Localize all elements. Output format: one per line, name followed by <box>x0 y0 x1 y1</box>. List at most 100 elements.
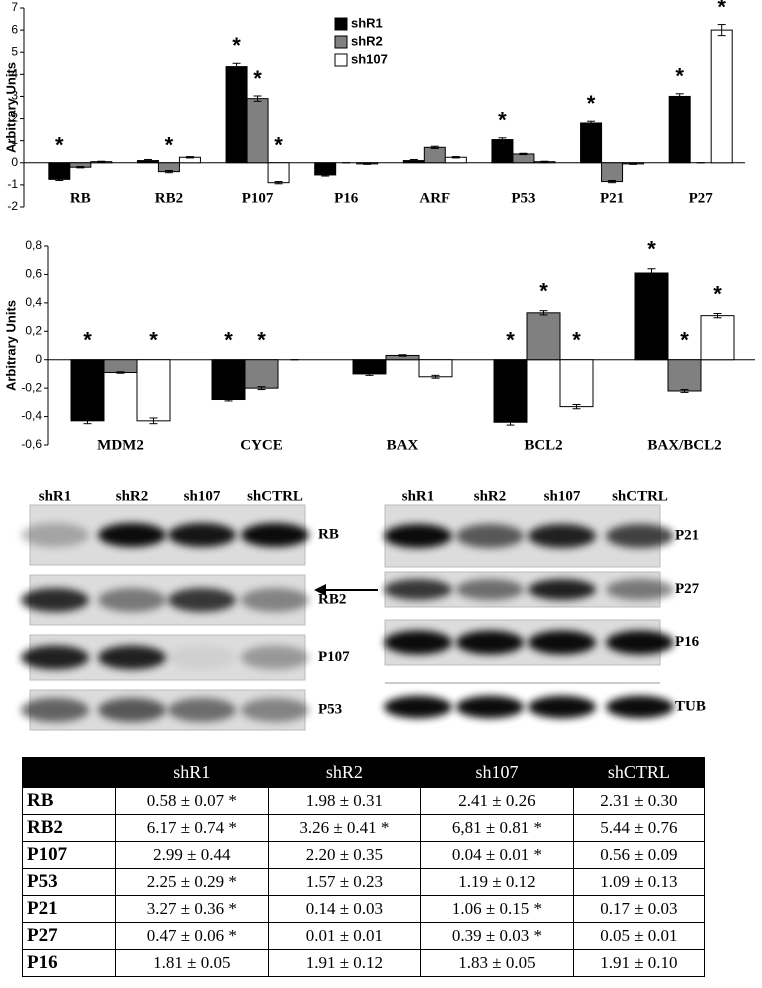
significance-star: * <box>587 91 596 116</box>
blot-band <box>606 524 674 548</box>
error-bar <box>430 145 439 149</box>
lane-label: shCTRL <box>247 488 303 504</box>
x-tick-label: P107 <box>242 190 274 206</box>
table-row: RB2 6.17 ± 0.74 * 3.26 ± 0.41 * 6,81 ± 0.81… <box>22 814 706 842</box>
row-label: P16 <box>22 949 116 977</box>
blot-band <box>241 698 309 722</box>
band-label: RB <box>318 526 339 542</box>
table-cell: 0.01 ± 0.01 <box>267 922 422 950</box>
error-bar <box>713 313 722 319</box>
error-bar <box>629 162 638 165</box>
blot-band <box>21 698 89 722</box>
bar <box>136 359 171 422</box>
arrow <box>314 584 378 596</box>
band-label: P21 <box>675 527 699 543</box>
error-bar <box>321 173 330 177</box>
blot-band <box>456 695 524 719</box>
x-tick-label: P27 <box>689 190 714 206</box>
blot-band <box>456 630 524 655</box>
x-tick-label: P16 <box>334 190 359 206</box>
table-cell: 1.91 ± 0.10 <box>572 949 706 977</box>
y-tick-label: 6 <box>11 22 18 36</box>
blot-band <box>528 524 596 548</box>
y-tick-label: 0,4 <box>25 295 42 309</box>
column-header: shR1 <box>115 757 269 788</box>
x-tick-label: MDM2 <box>97 437 144 453</box>
table-row: P21 3.27 ± 0.36 * 0.14 ± 0.03 1.06 ± 0.15 *… <box>22 895 706 923</box>
table-row: P107 2.99 ± 0.44 2.20 ± 0.35 0.04 ± 0.01 * 0… <box>22 841 706 869</box>
error-bar <box>431 374 440 379</box>
table-cell: 5.44 ± 0.76 <box>572 814 706 842</box>
blot-band <box>528 695 596 719</box>
table-cell: 2.20 ± 0.35 <box>267 841 422 869</box>
x-tick-label: P53 <box>511 190 535 206</box>
bar <box>493 359 528 423</box>
significance-star: * <box>572 328 581 353</box>
error-bar <box>149 417 158 425</box>
blot-band <box>241 523 309 547</box>
blot-band <box>606 579 674 600</box>
column-header: shCTRL <box>572 757 706 788</box>
significance-star: * <box>253 66 262 91</box>
band-label: P53 <box>318 701 342 717</box>
table-row: P27 0.47 ± 0.06 * 0.01 ± 0.01 0.39 ± 0.03 *… <box>22 922 706 950</box>
y-tick-label: 0,2 <box>25 323 42 337</box>
error-bar <box>451 156 460 159</box>
significance-star: * <box>506 328 515 353</box>
bar <box>244 359 279 389</box>
header-row: shR1 shR2 sh107 shCTRL <box>22 757 706 788</box>
table-cell: 2.25 ± 0.29 * <box>115 868 269 896</box>
significance-star: * <box>717 0 726 19</box>
error-bar <box>185 156 194 159</box>
table-cell: 1.19 ± 0.12 <box>420 868 574 896</box>
legend-swatch <box>334 17 348 31</box>
row-label: P53 <box>22 868 116 896</box>
bar <box>634 272 669 361</box>
blot-band <box>21 588 89 612</box>
blot-band <box>606 630 674 655</box>
x-tick-label: BCL2 <box>524 437 562 453</box>
error-bar <box>97 160 106 163</box>
table-cell: 1.57 ± 0.23 <box>267 868 422 896</box>
error-bar <box>143 158 152 163</box>
bar <box>526 312 561 361</box>
table-cell: 0.04 ± 0.01 * <box>420 841 574 869</box>
table-row: RB 0.58 ± 0.07 * 1.98 ± 0.31 2.41 ± 0.26 2.3… <box>22 787 706 815</box>
y-tick-label: 0 <box>11 155 18 169</box>
table-cell: 3.26 ± 0.41 * <box>267 814 422 842</box>
error-bar <box>274 181 283 185</box>
lane-label: shCTRL <box>612 488 668 504</box>
legend-swatch <box>334 35 348 49</box>
blot-band <box>384 630 452 655</box>
bar <box>246 98 269 164</box>
blot-band <box>98 698 166 722</box>
error-bar <box>76 166 85 169</box>
table-cell: 1.91 ± 0.12 <box>267 949 422 977</box>
bar <box>267 162 290 184</box>
data-table: shR1 shR2 sh107 shCTRL RB 0.58 ± 0.07 * 1.98 ±… <box>22 757 706 977</box>
error-bar <box>717 24 726 37</box>
blot-band <box>21 523 89 547</box>
legend-label: shR1 <box>351 15 383 30</box>
table-cell: 2.41 ± 0.26 <box>420 787 574 815</box>
y-tick-label: 1 <box>11 133 18 147</box>
bar <box>601 162 624 183</box>
blot-band <box>168 588 236 612</box>
table-cell: 0.14 ± 0.03 <box>267 895 422 923</box>
table-cell: 2.31 ± 0.30 <box>572 787 706 815</box>
significance-star: * <box>83 328 92 353</box>
blot-band <box>456 579 524 600</box>
error-bar <box>587 120 596 126</box>
column-header: shR2 <box>267 757 422 788</box>
bar <box>48 162 71 180</box>
table-cell: 0.05 ± 0.01 <box>572 922 706 950</box>
lane-label: shR2 <box>116 488 149 504</box>
significance-star: * <box>675 64 684 89</box>
table-row: P53 2.25 ± 0.29 * 1.57 ± 0.23 1.19 ± 0.12 1.… <box>22 868 706 896</box>
row-label: RB <box>22 787 116 815</box>
row-label: P21 <box>22 895 116 923</box>
y-tick-label: 5 <box>11 44 18 58</box>
significance-star: * <box>232 33 241 58</box>
lane-label: sh107 <box>184 488 221 504</box>
y-tick-label: 0 <box>35 352 42 366</box>
